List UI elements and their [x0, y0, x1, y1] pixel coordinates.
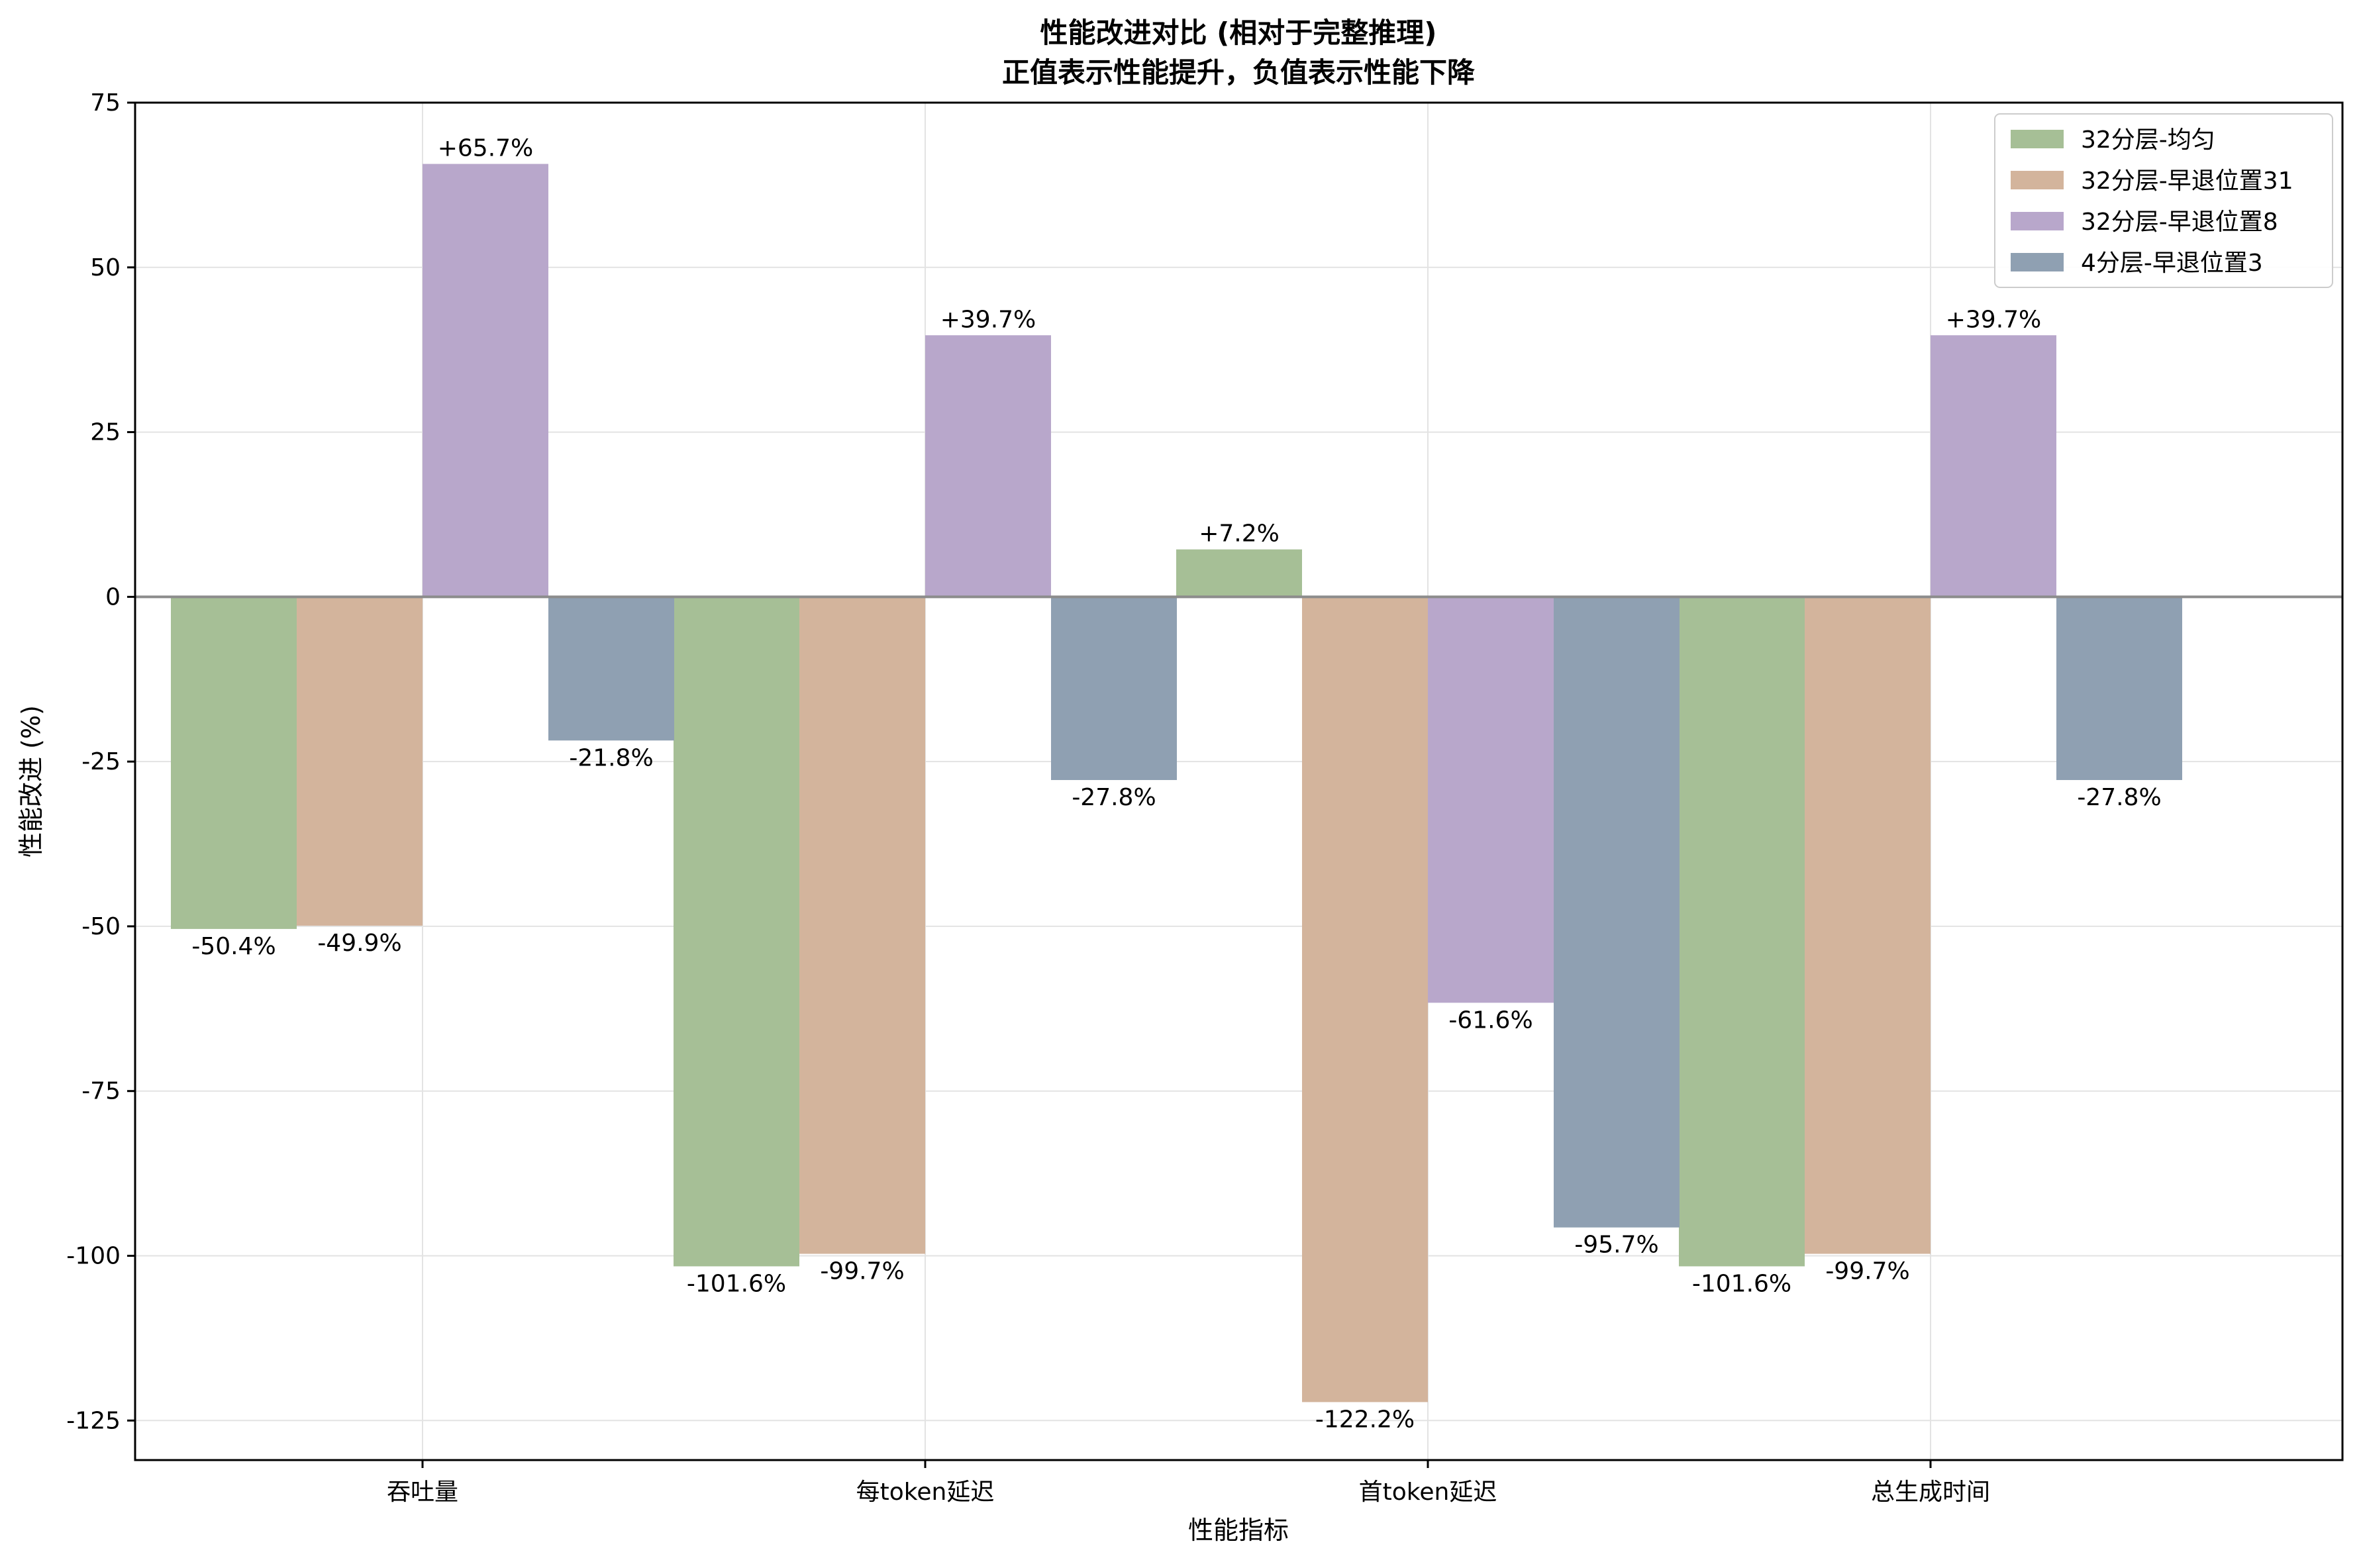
y-tick-label: 25 [90, 419, 121, 446]
bars [171, 164, 2182, 1402]
x-axis-ticks: 吞吐量 每token延迟 首token延迟 总生成时间 [387, 1460, 1990, 1506]
legend: 32分层-均匀 32分层-早退位置31 32分层-早退位置8 4分层-早退位置3 [1994, 113, 2333, 288]
legend-label: 4分层-早退位置3 [2081, 250, 2263, 277]
legend-swatch [2011, 130, 2064, 148]
chart-title-line-1: 性能改进对比 (相对于完整推理) [1040, 17, 1436, 49]
y-tick-label: -50 [81, 913, 121, 940]
y-tick-label: 50 [90, 254, 121, 281]
y-axis-ticks: 75 50 25 0 -25 -50 -75 -100 -125 [66, 89, 135, 1434]
data-label: -95.7% [1574, 1232, 1658, 1259]
bar [423, 164, 548, 597]
legend-label: 32分层-均匀 [2081, 126, 2215, 154]
bar [799, 597, 925, 1254]
bar [548, 597, 674, 741]
x-axis-title: 性能指标 [1188, 1516, 1289, 1545]
legend-label: 32分层-早退位置31 [2081, 168, 2293, 195]
bar [1805, 597, 1931, 1254]
bar [171, 597, 297, 929]
data-label: +39.7% [1946, 306, 2042, 333]
data-label: +65.7% [438, 135, 534, 162]
bar [1051, 597, 1177, 781]
legend-swatch [2011, 212, 2064, 230]
data-label: +7.2% [1199, 520, 1280, 548]
plot-frame [134, 101, 2344, 1461]
chart-title: 性能改进对比 (相对于完整推理) 正值表示性能提升，负值表示性能下降 [1002, 17, 1475, 89]
chart-title-line-2: 正值表示性能提升，负值表示性能下降 [1002, 56, 1475, 89]
bar [1302, 597, 1428, 1402]
y-tick-label: -75 [81, 1078, 121, 1105]
data-labels: -50.4% -101.6% +7.2% -101.6% -49.9% -99.7% -12… [191, 135, 2161, 1434]
data-label: -61.6% [1448, 1006, 1533, 1034]
data-label: -99.7% [1825, 1258, 1909, 1285]
data-label: -99.7% [820, 1258, 904, 1285]
data-label: -49.9% [317, 930, 401, 957]
legend-label: 32分层-早退位置8 [2081, 209, 2278, 236]
data-label: -101.6% [1692, 1270, 1791, 1297]
x-tick-label: 总生成时间 [1871, 1479, 1990, 1506]
y-tick-label: -25 [81, 748, 121, 775]
bar [674, 597, 799, 1267]
legend-swatch [2011, 171, 2064, 189]
bar [1176, 549, 1302, 597]
y-tick-label: -100 [66, 1243, 121, 1270]
data-label: -50.4% [191, 933, 276, 960]
legend-swatch [2011, 253, 2064, 271]
data-label: -101.6% [687, 1270, 786, 1297]
bar [1931, 335, 2056, 597]
data-label: -122.2% [1315, 1406, 1415, 1433]
data-label: -27.8% [2077, 784, 2161, 811]
data-label: +39.7% [940, 306, 1036, 333]
bar [925, 335, 1051, 597]
data-label: -27.8% [1072, 784, 1156, 811]
x-tick-label: 每token延迟 [856, 1479, 995, 1506]
data-label: -21.8% [569, 744, 653, 771]
bar [1679, 597, 1805, 1267]
y-axis-title: 性能改进 (%) [17, 705, 46, 858]
x-tick-label: 首token延迟 [1359, 1479, 1497, 1506]
x-tick-label: 吞吐量 [387, 1479, 458, 1506]
bar [1554, 597, 1680, 1228]
y-tick-label: -125 [66, 1407, 121, 1434]
bar [1428, 597, 1554, 1003]
y-tick-label: 0 [105, 583, 121, 611]
bar [297, 597, 423, 926]
y-tick-label: 75 [90, 89, 121, 117]
bar [2056, 597, 2182, 781]
legend-box [1994, 113, 2333, 288]
